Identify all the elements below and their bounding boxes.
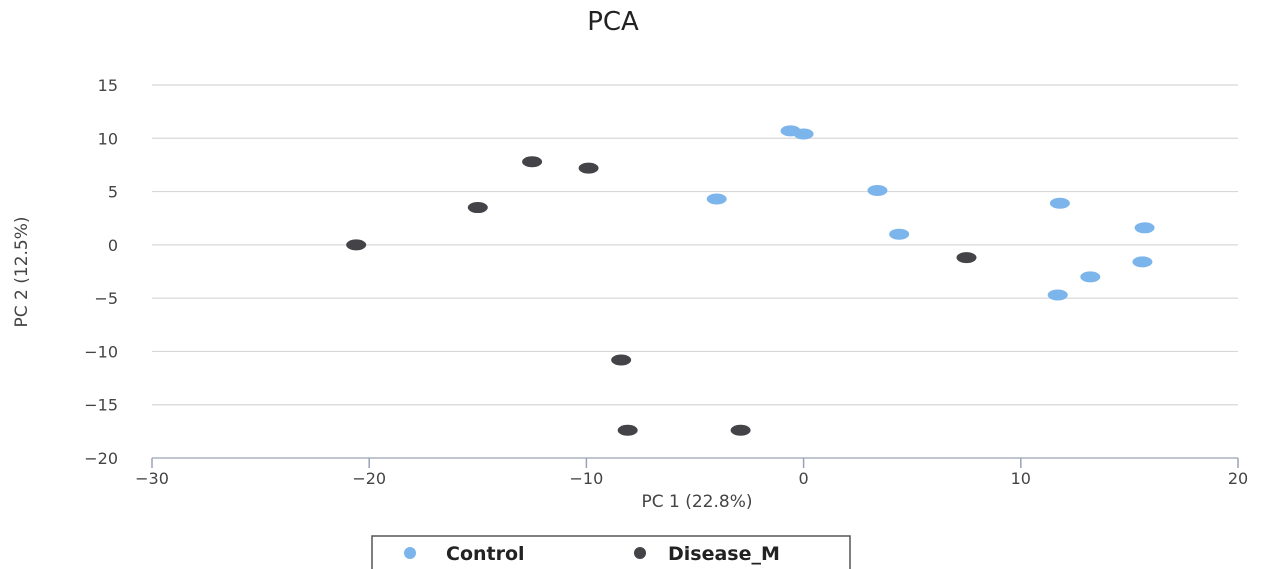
- data-point-disease-m[interactable]: [617, 424, 638, 436]
- data-point-control[interactable]: [867, 185, 888, 197]
- y-tick-label: −20: [84, 449, 118, 468]
- y-axis-ticks: −20 −15 −10 −5 0 5 10 15: [84, 76, 118, 468]
- data-point-disease-m[interactable]: [467, 202, 488, 214]
- data-point-disease-m[interactable]: [578, 162, 599, 174]
- data-points: [346, 125, 1155, 436]
- data-point-control[interactable]: [1049, 197, 1070, 209]
- data-point-control[interactable]: [1047, 289, 1068, 301]
- data-point-control[interactable]: [1132, 256, 1153, 268]
- y-tick-label: 10: [98, 129, 118, 148]
- data-point-disease-m[interactable]: [956, 252, 977, 264]
- y-tick-label: −10: [84, 342, 118, 361]
- x-axis: −30 −20 −10 0 10 20: [135, 458, 1248, 488]
- y-tick-label: 0: [108, 236, 118, 255]
- legend-box: [371, 535, 851, 569]
- data-point-disease-m[interactable]: [346, 239, 367, 251]
- x-tick-label: 10: [1011, 469, 1031, 488]
- data-point-disease-m[interactable]: [522, 156, 543, 168]
- data-point-control[interactable]: [1080, 271, 1101, 283]
- legend-label-control[interactable]: Control: [446, 543, 525, 565]
- data-point-control[interactable]: [889, 228, 910, 240]
- x-tick-label: 20: [1228, 469, 1248, 488]
- data-point-disease-m[interactable]: [611, 354, 632, 366]
- y-axis-label: PC 2 (12.5%): [12, 216, 32, 327]
- data-point-disease-m[interactable]: [730, 424, 751, 436]
- x-tick-label: −20: [352, 469, 386, 488]
- y-tick-label: −15: [84, 396, 118, 415]
- x-tick-label: −30: [135, 469, 169, 488]
- x-tick-label: 0: [799, 469, 809, 488]
- legend: Control Disease_M: [371, 535, 851, 569]
- chart-title: PCA: [587, 7, 639, 37]
- legend-label-disease-m[interactable]: Disease_M: [668, 543, 780, 565]
- x-tick-label: −10: [570, 469, 604, 488]
- y-tick-label: 15: [98, 76, 118, 95]
- legend-marker-disease-m: [634, 547, 646, 559]
- y-tick-label: −5: [94, 289, 118, 308]
- legend-marker-control: [404, 547, 416, 559]
- gridlines: [152, 84, 1238, 459]
- data-point-control[interactable]: [706, 193, 727, 205]
- data-point-control[interactable]: [1134, 222, 1155, 234]
- data-point-control[interactable]: [793, 128, 814, 140]
- y-tick-label: 5: [108, 183, 118, 202]
- x-axis-label: PC 1 (22.8%): [641, 492, 752, 512]
